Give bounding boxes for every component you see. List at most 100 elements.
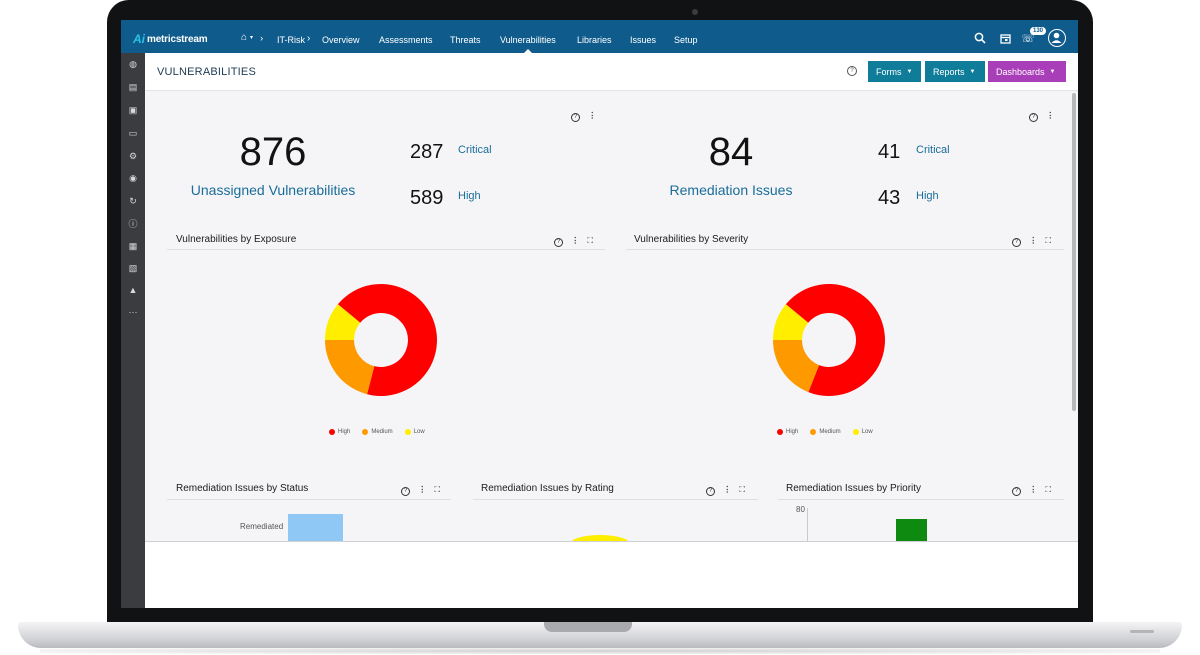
refresh-icon[interactable]: ↻ xyxy=(129,195,137,206)
notes-icon[interactable]: ▤ xyxy=(128,81,138,92)
more-vertical-icon[interactable]: ⋮ xyxy=(571,236,580,245)
exposure-panel-tools: ? ⋮ ⛶ xyxy=(554,236,593,247)
notification-badge: 130 xyxy=(1030,27,1047,35)
monitor-icon[interactable]: ▭ xyxy=(128,127,138,138)
donut-slice-high[interactable] xyxy=(785,284,885,396)
legend-item-low[interactable]: Low xyxy=(852,429,873,435)
help-icon[interactable]: ? xyxy=(1012,238,1021,247)
nav-vulnerabilities[interactable]: Vulnerabilities xyxy=(500,35,556,53)
nav-libraries[interactable]: Libraries xyxy=(577,35,612,45)
donut-slice-high[interactable] xyxy=(337,284,437,396)
legend-item-medium[interactable]: Medium xyxy=(362,429,393,435)
vuln-high-label[interactable]: High xyxy=(458,190,481,202)
severity-legend: High Medium Low xyxy=(777,429,873,435)
reports-button-label: Reports xyxy=(933,66,965,77)
sidebar: ◍ ▤ ▣ ▭ ⚙ ◉ ↻ ⓘ ▦ ▧ ▲ ··· xyxy=(121,53,145,608)
gear-icon[interactable]: ⚙ xyxy=(128,150,138,161)
remediation-high-count: 43 xyxy=(878,187,901,209)
laptop-shadow xyxy=(40,648,1160,654)
severity-panel-divider xyxy=(626,249,1064,250)
chevron-down-icon: ▼ xyxy=(906,68,913,75)
forms-button[interactable]: Forms ▼ xyxy=(868,61,921,82)
expand-icon[interactable]: ⛶ xyxy=(1045,485,1052,494)
help-icon[interactable]: ⓘ xyxy=(128,218,138,229)
avatar[interactable] xyxy=(1048,29,1066,47)
help-icon[interactable]: ? xyxy=(847,66,857,76)
remediation-issues-label[interactable]: Remediation Issues xyxy=(669,182,793,198)
help-icon[interactable]: ? xyxy=(554,238,563,247)
expand-icon[interactable]: ⛶ xyxy=(1045,236,1052,245)
vuln-critical-label[interactable]: Critical xyxy=(458,144,492,156)
app-logo[interactable]: Ai metricstream xyxy=(133,32,208,46)
nav-setup[interactable]: Setup xyxy=(674,35,698,45)
legend-dot xyxy=(362,429,369,435)
warning-icon[interactable]: ▲ xyxy=(128,285,138,295)
status-bar-remediated xyxy=(288,514,343,542)
donut-slice-low[interactable] xyxy=(325,304,361,340)
home-menu[interactable]: ⌂ ▾ › xyxy=(241,32,263,43)
webcam xyxy=(692,9,698,15)
logo-text: metricstream xyxy=(147,33,208,45)
nav-overview[interactable]: Overview xyxy=(322,35,360,45)
breadcrumb-it-risk[interactable]: IT-Risk xyxy=(277,35,305,45)
dashboard-icon[interactable]: ◍ xyxy=(129,58,137,69)
more-vertical-icon[interactable]: ⋮ xyxy=(1029,236,1038,245)
reports-button[interactable]: Reports ▼ xyxy=(925,61,985,82)
expand-icon[interactable]: ⛶ xyxy=(587,236,594,245)
more-vertical-icon[interactable]: ⋮ xyxy=(1046,111,1055,120)
legend-label: High xyxy=(786,429,799,435)
legend-item-low[interactable]: Low xyxy=(404,429,425,435)
search-icon[interactable] xyxy=(973,31,987,45)
more-icon[interactable]: ··· xyxy=(128,307,138,317)
dashboards-button[interactable]: Dashboards ▼ xyxy=(988,61,1066,82)
chevron-down-icon: ▾ xyxy=(250,35,254,41)
legend-label: Medium xyxy=(819,429,841,435)
dashboard-content xyxy=(145,91,1078,542)
monitor-check-icon[interactable]: ▣ xyxy=(128,104,138,115)
expand-icon[interactable]: ⛶ xyxy=(739,485,746,494)
rating-panel-tools: ? ⋮ ⛶ xyxy=(706,485,745,496)
vuln-high-count: 589 xyxy=(410,187,444,209)
nav-threats[interactable]: Threats xyxy=(450,35,481,45)
help-icon[interactable]: ? xyxy=(1012,487,1021,496)
legend-label: High xyxy=(338,429,351,435)
help-icon[interactable]: ? xyxy=(1029,113,1038,122)
scrollbar[interactable] xyxy=(1072,93,1076,411)
more-vertical-icon[interactable]: ⋮ xyxy=(723,485,732,494)
priority-panel-tools: ? ⋮ ⛶ xyxy=(1012,485,1051,496)
laptop-indicator xyxy=(1130,630,1154,633)
legend-item-high[interactable]: High xyxy=(777,429,798,435)
kpi-vuln-tools: ? ⋮ xyxy=(571,111,596,122)
help-icon[interactable]: ? xyxy=(706,487,715,496)
page-title: VULNERABILITIES xyxy=(157,66,256,78)
more-vertical-icon[interactable]: ⋮ xyxy=(588,111,597,120)
nav-issues[interactable]: Issues xyxy=(630,35,657,45)
legend-dot xyxy=(777,429,783,435)
top-nav: Ai metricstream ⌂ ▾ › IT-Risk › Overview… xyxy=(121,20,1078,53)
help-icon[interactable]: ? xyxy=(571,113,580,122)
chevron-down-icon: ▼ xyxy=(1049,68,1056,75)
legend-dot xyxy=(810,429,817,435)
donut-slice-low[interactable] xyxy=(773,304,809,340)
nav-assessments[interactable]: Assessments xyxy=(379,35,433,45)
remediation-high-label[interactable]: High xyxy=(916,190,939,202)
chevron-down-icon: ▼ xyxy=(969,68,976,75)
globe-icon[interactable]: ◉ xyxy=(129,172,137,183)
legend-item-medium[interactable]: Medium xyxy=(810,429,841,435)
remediation-critical-label[interactable]: Critical xyxy=(916,144,950,156)
priority-bar xyxy=(896,519,927,542)
phone-icon[interactable]: ☏ xyxy=(1021,32,1035,45)
legend-item-high[interactable]: High xyxy=(329,429,350,435)
status-panel-divider xyxy=(167,499,451,500)
image-icon[interactable]: ▧ xyxy=(128,262,138,273)
more-vertical-icon[interactable]: ⋮ xyxy=(1029,485,1038,494)
report-icon[interactable]: ▦ xyxy=(128,240,138,251)
expand-icon[interactable]: ⛶ xyxy=(434,485,441,494)
donut-slice-medium[interactable] xyxy=(325,340,375,395)
help-icon[interactable]: ? xyxy=(401,487,410,496)
calendar-icon[interactable] xyxy=(998,31,1012,45)
donut-slice-medium[interactable] xyxy=(773,340,820,393)
priority-panel-divider xyxy=(778,499,1064,500)
more-vertical-icon[interactable]: ⋮ xyxy=(418,485,427,494)
unassigned-vulnerabilities-label[interactable]: Unassigned Vulnerabilities xyxy=(190,182,356,198)
